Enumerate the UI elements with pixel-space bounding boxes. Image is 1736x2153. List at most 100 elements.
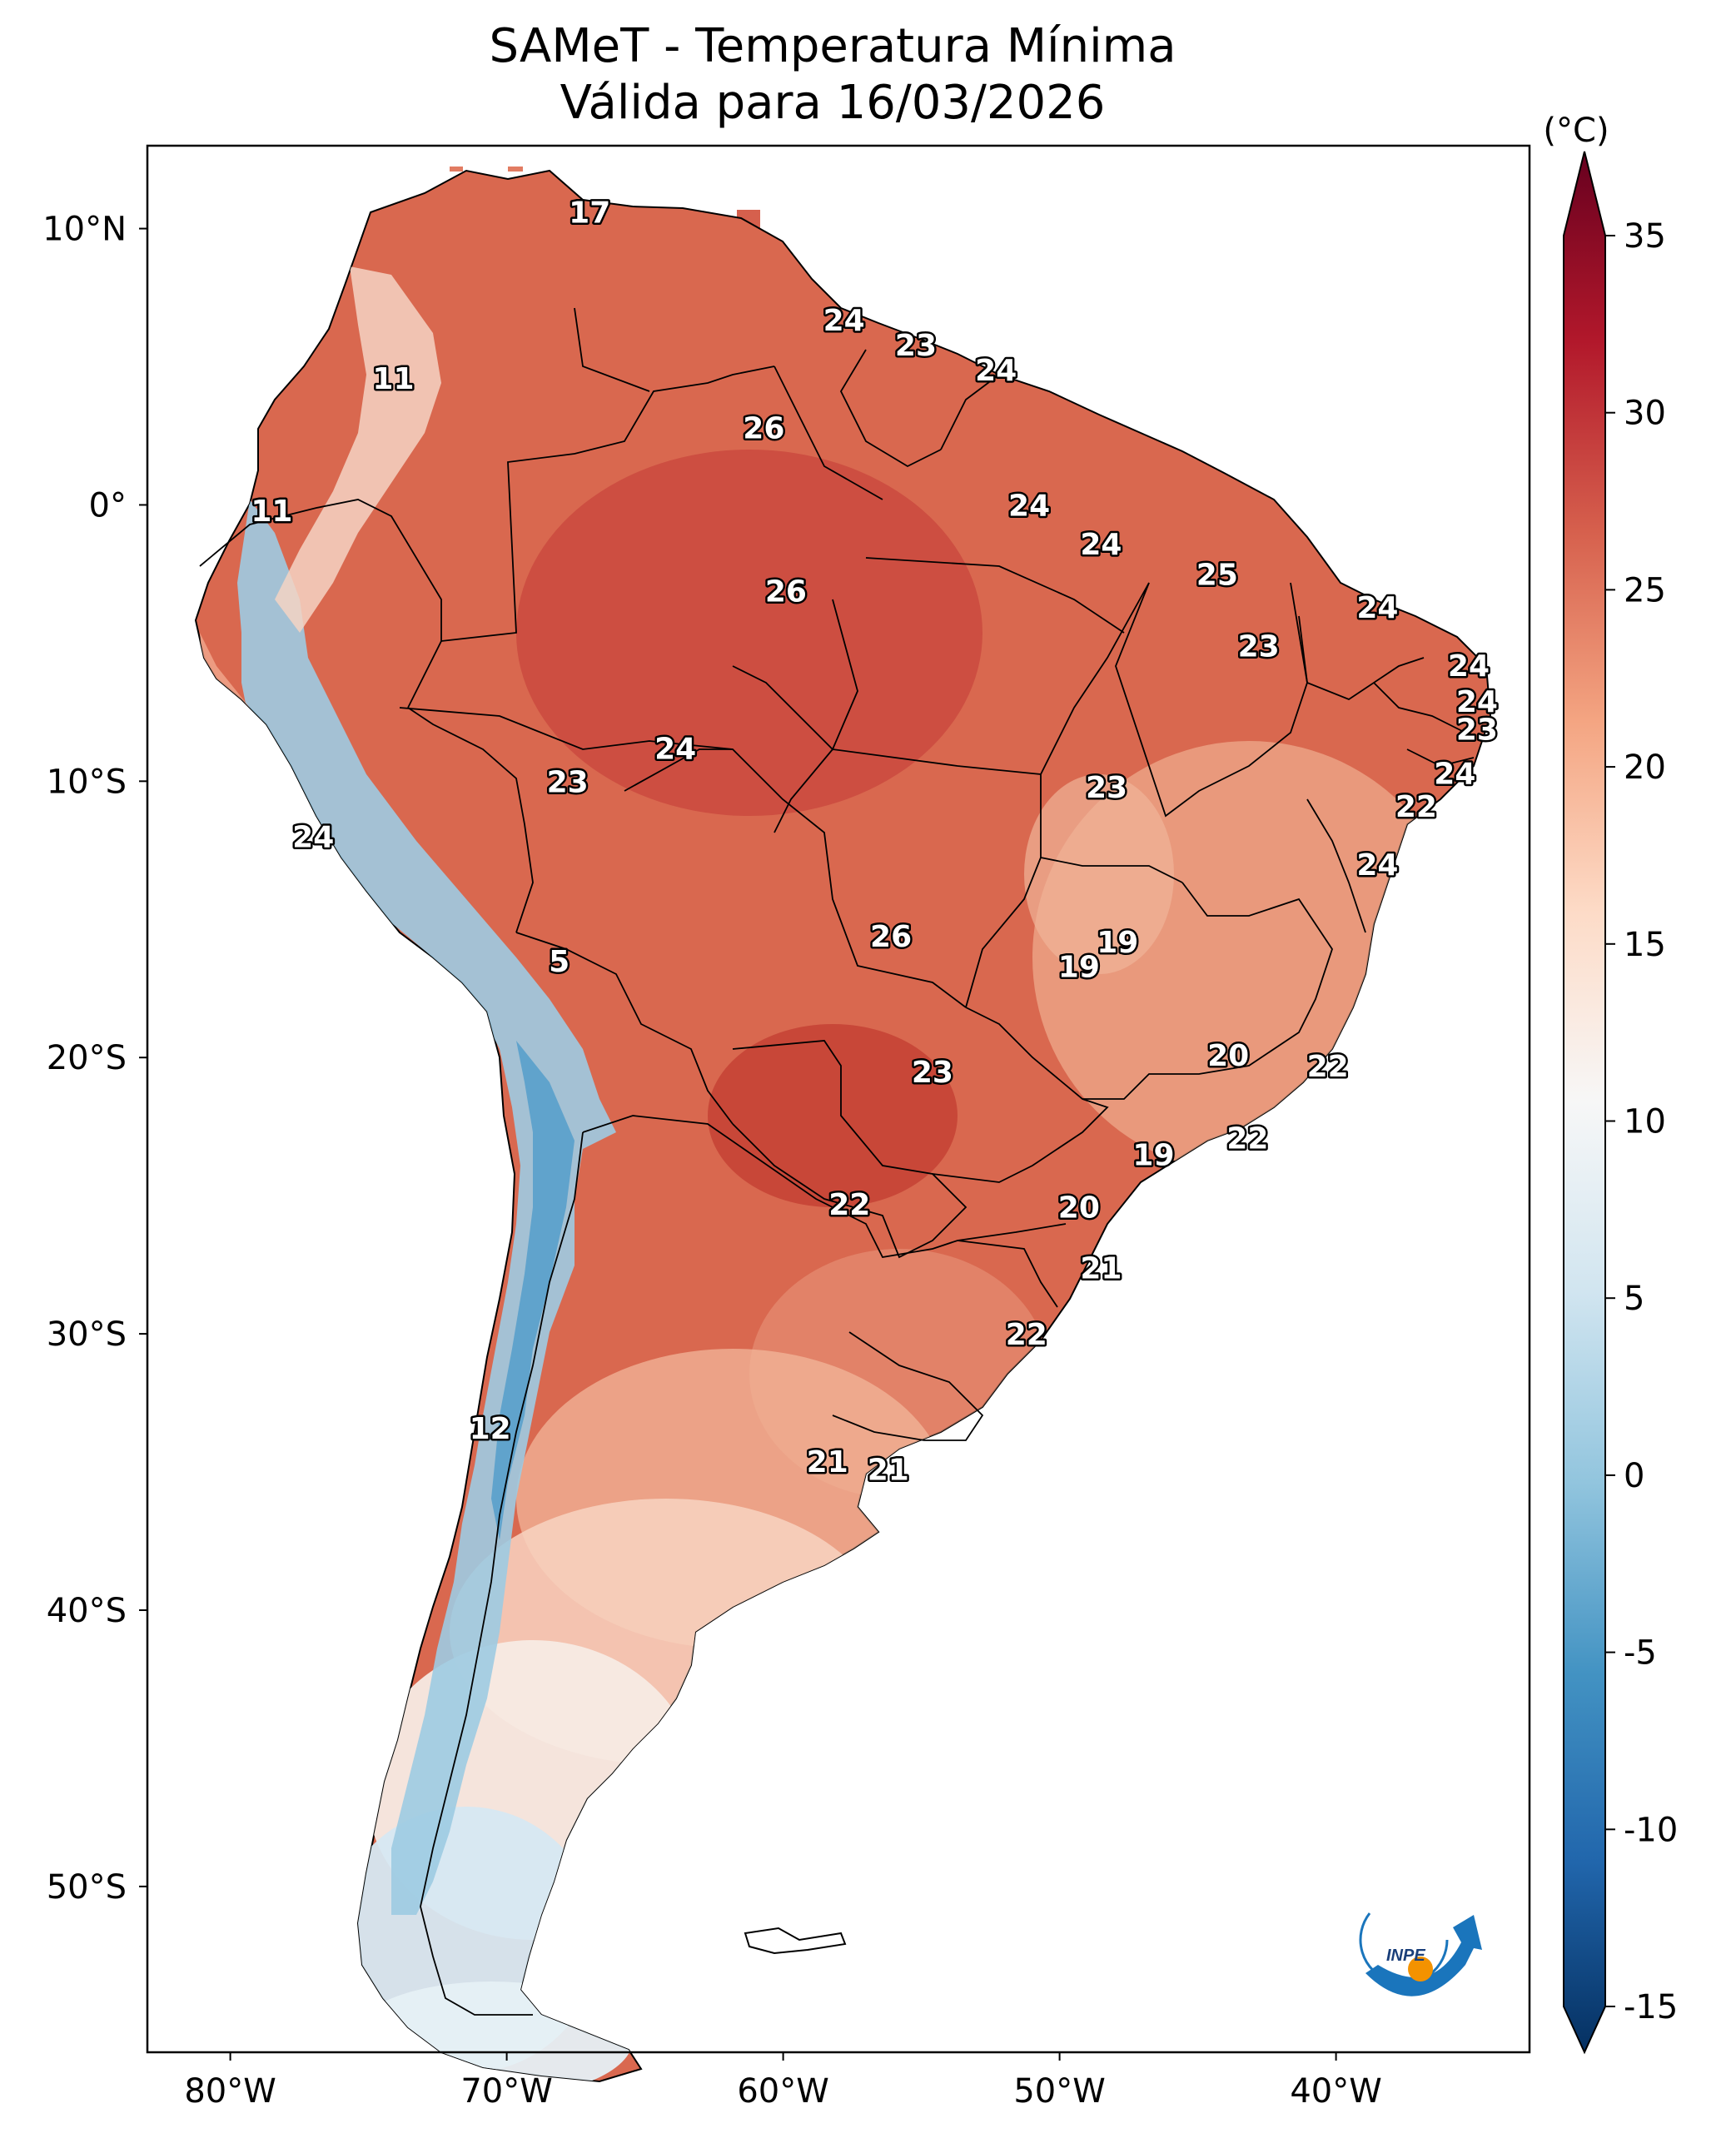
city-temperature-value: 11 bbox=[251, 495, 292, 529]
city-temperature-value: 22 bbox=[1395, 790, 1437, 824]
border-state-9 bbox=[932, 1098, 1109, 1183]
city-temperature-value: 19 bbox=[1132, 1138, 1174, 1172]
city-temperature-value: 23 bbox=[1456, 713, 1498, 747]
border-state-1 bbox=[832, 748, 1042, 775]
country-borders bbox=[199, 307, 1475, 2016]
city-temperature-value: 24 bbox=[1356, 591, 1398, 625]
border-state-15 bbox=[1406, 748, 1475, 767]
border-bolivia-peru-chile bbox=[515, 932, 734, 1125]
lat-tick-label: 10°N bbox=[42, 211, 127, 249]
lat-tick-label: 50°S bbox=[47, 1868, 127, 1907]
city-temperature-value: 20 bbox=[1058, 1191, 1100, 1225]
latitude-axis: 10°N 0° 10°S 20°S 30°S 40°S 50°S bbox=[42, 211, 147, 1907]
colorbar-tick-label: -5 bbox=[1624, 1634, 1657, 1673]
border-argentina-brazil bbox=[582, 1115, 1058, 1308]
colorbar-tick-label: 10 bbox=[1624, 1103, 1666, 1141]
bonaire-island bbox=[508, 167, 523, 172]
malvinas-islands bbox=[744, 1927, 847, 1955]
city-temperature-value: 24 bbox=[292, 821, 334, 855]
border-guyana-suriname bbox=[839, 349, 942, 468]
city-temperature-value: 11 bbox=[372, 362, 414, 396]
city-temperature-value: 22 bbox=[1226, 1121, 1268, 1156]
city-temperature-value: 23 bbox=[912, 1056, 953, 1090]
colorbar-unit: (°C) bbox=[1543, 112, 1609, 150]
lat-tick-label: 0° bbox=[89, 486, 127, 525]
city-temperature-value: 23 bbox=[547, 765, 589, 799]
title-line-1: SAMeT - Temperatura Mínima bbox=[489, 19, 1176, 73]
city-temperature-value: 25 bbox=[1196, 558, 1238, 592]
inpe-logo-arrow bbox=[1365, 1915, 1482, 1996]
longitude-axis: 80°W 70°W 60°W 50°W 40°W bbox=[184, 2052, 1382, 2111]
map-title: SAMeT - Temperatura Mínima Válida para 1… bbox=[146, 18, 1520, 132]
border-state-14 bbox=[1373, 682, 1466, 733]
border-venezuela-guyana bbox=[773, 365, 883, 500]
colorbar-bar bbox=[1563, 151, 1606, 2055]
aruba-island bbox=[450, 167, 463, 172]
colorbar-tick-label: 20 bbox=[1624, 748, 1666, 787]
city-temperature-value: 24 bbox=[1434, 757, 1475, 791]
border-state-10 bbox=[957, 1223, 1067, 1241]
lat-tick-label: 30°S bbox=[47, 1315, 127, 1354]
border-venezuela-colombia bbox=[574, 307, 650, 392]
border-suriname-guiana bbox=[940, 374, 1000, 450]
border-uruguay bbox=[832, 1331, 984, 1441]
city-temperature-value: 26 bbox=[743, 412, 784, 446]
city-temperature-value: 21 bbox=[807, 1445, 848, 1479]
border-ecuador-colombia-peru bbox=[199, 499, 442, 709]
border-paraguay bbox=[732, 1040, 967, 1259]
lon-tick-label: 70°W bbox=[460, 2072, 552, 2111]
city-temperature-value: 22 bbox=[1006, 1318, 1047, 1352]
city-temperature-value: 12 bbox=[470, 1412, 511, 1446]
city-temperature-value: 23 bbox=[1086, 771, 1127, 805]
inpe-logo-orange-dot bbox=[1408, 1957, 1433, 1981]
border-state-4 bbox=[1040, 582, 1183, 883]
city-temperature-value: 24 bbox=[823, 304, 865, 338]
inpe-logo: INPE bbox=[1359, 1912, 1482, 1996]
city-temperature-value: 5 bbox=[549, 945, 570, 979]
city-temperature-value: 24 bbox=[654, 733, 696, 767]
lat-tick-label: 40°S bbox=[47, 1592, 127, 1630]
city-temperature-value: 19 bbox=[1058, 951, 1100, 985]
city-temperature-value: 21 bbox=[1080, 1251, 1122, 1285]
lat-tick-label: 20°S bbox=[47, 1039, 127, 1077]
andes-coldest-band bbox=[491, 1041, 575, 1540]
city-temperature-value: 23 bbox=[895, 329, 937, 363]
inpe-logo-text: INPE bbox=[1386, 1947, 1425, 1965]
border-state-5 bbox=[1115, 582, 1308, 818]
border-state-8 bbox=[965, 857, 1042, 1008]
title-line-2: Válida para 16/03/2026 bbox=[560, 76, 1106, 130]
city-temperature-value: 20 bbox=[1207, 1039, 1249, 1073]
border-state-7 bbox=[965, 882, 1333, 1100]
colorbar-tick-label: 35 bbox=[1624, 217, 1666, 256]
colorbar-tick-label: 30 bbox=[1624, 395, 1666, 433]
border-state-13 bbox=[1306, 798, 1366, 933]
border-peru-brazil bbox=[407, 707, 534, 933]
city-temperature-value: 24 bbox=[975, 354, 1017, 388]
city-temperature-value: 22 bbox=[1307, 1050, 1349, 1084]
colorbar-tick-label: 0 bbox=[1624, 1457, 1644, 1495]
colombian-andes-band bbox=[275, 266, 441, 633]
border-argentina-chile bbox=[420, 1131, 584, 2016]
colorbar-tick-label: -10 bbox=[1624, 1811, 1678, 1849]
city-temperature-value: 24 bbox=[1080, 528, 1122, 562]
border-state-11 bbox=[773, 748, 833, 833]
city-temperature-value: 24 bbox=[1356, 848, 1398, 883]
city-temperature-value: 24 bbox=[1456, 685, 1498, 719]
lon-tick-label: 60°W bbox=[737, 2072, 828, 2111]
colorbar-tick-label: 15 bbox=[1624, 926, 1666, 964]
lon-tick-label: 50°W bbox=[1013, 2072, 1105, 2111]
colorbar-tick-label: 25 bbox=[1624, 571, 1666, 609]
city-temperature-value: 26 bbox=[765, 574, 807, 609]
city-temperature-value: 24 bbox=[1448, 649, 1490, 684]
border-state-12 bbox=[624, 748, 733, 792]
city-temperature-value: 22 bbox=[828, 1188, 870, 1222]
border-colombia-brazil-venezuela bbox=[440, 365, 775, 642]
city-temperature-value: 21 bbox=[868, 1454, 909, 1488]
map-axes-frame bbox=[146, 144, 1531, 2054]
city-temperature-value: 19 bbox=[1097, 926, 1138, 960]
colorbar-ticks: 35 30 25 20 15 10 5 0 -5 -10 -15 bbox=[1605, 217, 1678, 2026]
lon-tick-label: 40°W bbox=[1290, 2072, 1381, 2111]
city-temperature-value: 26 bbox=[870, 920, 912, 954]
